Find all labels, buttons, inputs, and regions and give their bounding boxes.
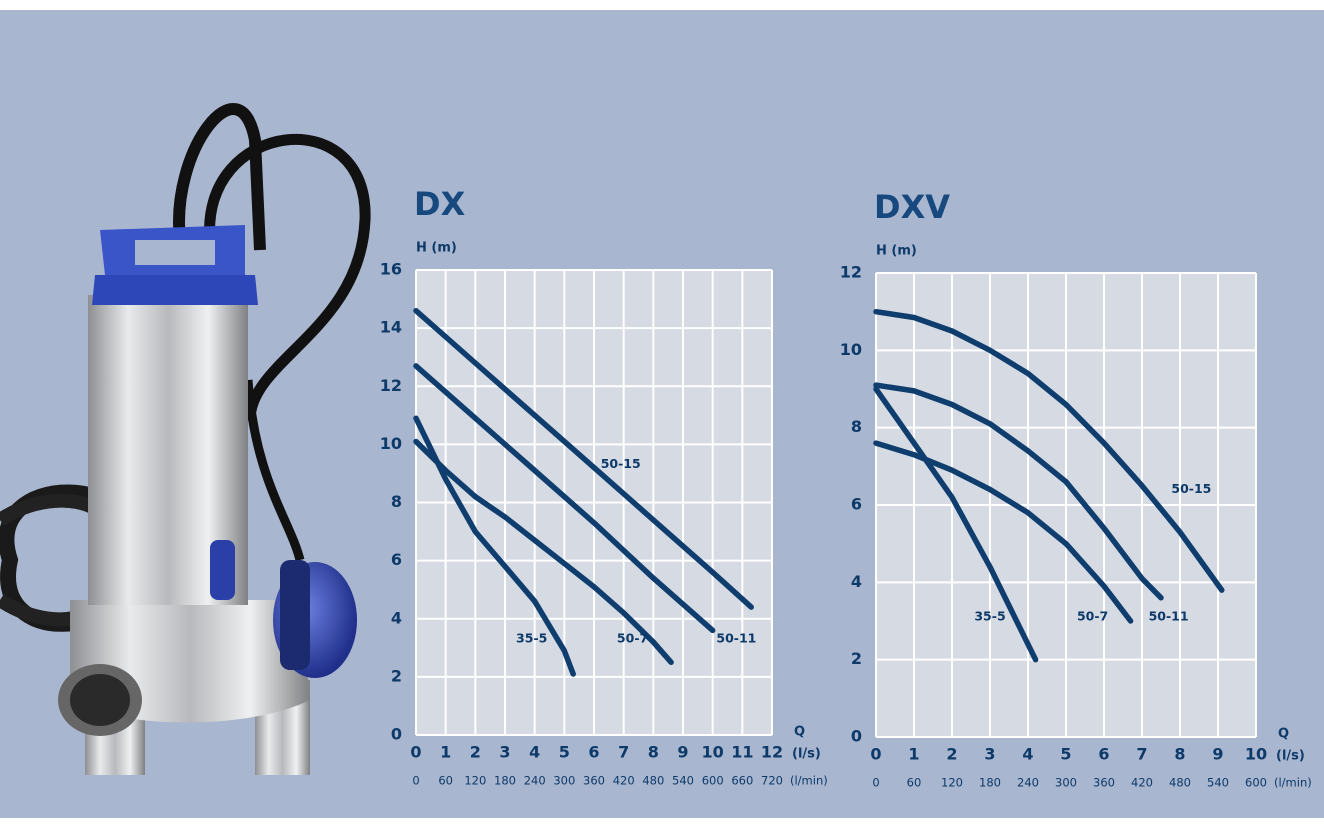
- x-tick-label: 3: [984, 745, 995, 764]
- x-tick-label: 1: [908, 745, 919, 764]
- curve-label: 50-15: [1171, 481, 1211, 496]
- x-tick-label: 2: [470, 743, 481, 762]
- x2-tick-label: 420: [613, 774, 635, 788]
- x2-tick-label: 600: [1245, 776, 1267, 790]
- x2-tick-label: 0: [872, 776, 879, 790]
- x-tick-label: 9: [1212, 745, 1223, 764]
- y-tick-label: 12: [840, 263, 862, 282]
- y-tick-label: 4: [851, 572, 862, 591]
- curve: [873, 440, 1134, 624]
- curve-label: 35-5: [974, 609, 1005, 624]
- curve-label: 35-5: [516, 631, 547, 646]
- x2-tick-label: 480: [1169, 776, 1191, 790]
- x-tick-label: 1: [440, 743, 451, 762]
- x-tick-label: 10: [702, 743, 724, 762]
- curve-label: 50-7: [617, 631, 648, 646]
- x2-tick-label: 0: [412, 774, 419, 788]
- x-tick-label: 0: [410, 743, 421, 762]
- x2-axis-unit: (l/min): [790, 774, 828, 788]
- x-tick-label: 7: [1136, 745, 1147, 764]
- y-tick-label: 0: [851, 727, 862, 746]
- x-tick-label: 5: [559, 743, 570, 762]
- y-tick-label: 8: [391, 492, 402, 511]
- y-tick-label: 8: [851, 417, 862, 436]
- y-tick-label: 16: [380, 260, 402, 279]
- x-tick-label: 6: [588, 743, 599, 762]
- x2-tick-label: 180: [494, 774, 516, 788]
- x-tick-label: 6: [1098, 745, 1109, 764]
- x2-tick-label: 420: [1131, 776, 1153, 790]
- curve-label: 50-7: [1077, 609, 1108, 624]
- curve-label: 50-15: [601, 456, 641, 471]
- x-tick-label: 0: [870, 745, 881, 764]
- x-tick-label: 5: [1060, 745, 1071, 764]
- x-axis-label: Q: [794, 725, 805, 740]
- y-tick-label: 4: [391, 608, 402, 627]
- y-tick-label: 2: [391, 666, 402, 685]
- x2-tick-label: 180: [979, 776, 1001, 790]
- x2-tick-label: 240: [524, 774, 546, 788]
- x2-tick-label: 120: [464, 774, 486, 788]
- x2-tick-label: 300: [1055, 776, 1077, 790]
- curve: [873, 386, 1039, 663]
- y-tick-label: 2: [851, 649, 862, 668]
- curve: [413, 363, 716, 634]
- x2-axis-unit: (l/min): [1274, 776, 1312, 790]
- x2-tick-label: 60: [907, 776, 922, 790]
- x2-tick-label: 600: [702, 774, 724, 788]
- curve: [413, 415, 576, 677]
- x-tick-label: 4: [1022, 745, 1033, 764]
- x-tick-label: 8: [648, 743, 659, 762]
- x2-tick-label: 120: [941, 776, 963, 790]
- y-axis-label: H (m): [416, 241, 457, 256]
- x-tick-label: 12: [761, 743, 783, 762]
- x2-tick-label: 720: [761, 774, 783, 788]
- x2-tick-label: 660: [731, 774, 753, 788]
- y-tick-label: 6: [391, 550, 402, 569]
- x-axis-unit: (l/s): [792, 747, 821, 762]
- curve-label: 50-11: [1149, 609, 1189, 624]
- chart-title: DXV: [874, 188, 950, 226]
- curve: [873, 382, 1164, 601]
- x-axis-unit: (l/s): [1276, 749, 1305, 764]
- x-tick-label: 10: [1245, 745, 1267, 764]
- curve: [873, 308, 1225, 593]
- x2-tick-label: 360: [1093, 776, 1115, 790]
- y-axis-label: H (m): [876, 244, 917, 259]
- pump-illustration: [0, 103, 371, 775]
- x-tick-label: 3: [499, 743, 510, 762]
- chart-title: DX: [414, 185, 466, 223]
- curve: [413, 307, 754, 610]
- x-tick-label: 7: [618, 743, 629, 762]
- y-tick-label: 12: [380, 376, 402, 395]
- x-tick-label: 2: [946, 745, 957, 764]
- y-tick-label: 10: [380, 434, 402, 453]
- x2-tick-label: 240: [1017, 776, 1039, 790]
- x-tick-label: 11: [731, 743, 753, 762]
- y-tick-label: 10: [840, 340, 862, 359]
- x2-tick-label: 480: [642, 774, 664, 788]
- x-tick-label: 4: [529, 743, 540, 762]
- x-axis-label: Q: [1278, 727, 1289, 742]
- x2-tick-label: 60: [438, 774, 453, 788]
- y-tick-label: 14: [380, 318, 402, 337]
- x2-tick-label: 540: [1207, 776, 1229, 790]
- y-tick-label: 0: [391, 725, 402, 744]
- x2-tick-label: 540: [672, 774, 694, 788]
- curve: [413, 438, 674, 666]
- x-tick-label: 8: [1174, 745, 1185, 764]
- y-tick-label: 6: [851, 495, 862, 514]
- x2-tick-label: 300: [553, 774, 575, 788]
- x2-tick-label: 360: [583, 774, 605, 788]
- curve-label: 50-11: [716, 631, 756, 646]
- x-tick-label: 9: [677, 743, 688, 762]
